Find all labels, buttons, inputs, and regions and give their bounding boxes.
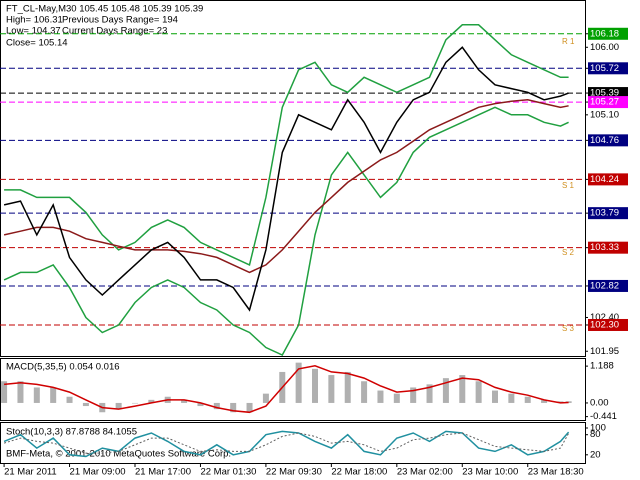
- histogram-bar: [82, 402, 89, 407]
- series-line: [4, 24, 569, 266]
- info-text: High= 106.31: [6, 15, 63, 26]
- histogram-bar: [524, 396, 531, 403]
- chart-title: FT_CL-May,M30 105.45 105.48 105.39 105.3…: [6, 4, 203, 15]
- histogram-bar: [442, 378, 449, 403]
- info-text: Close= 105.14: [6, 38, 68, 49]
- price-label-box: [588, 134, 628, 147]
- histogram-bar: [50, 387, 57, 403]
- x-tick-label: 21 Mar 2011: [4, 467, 57, 478]
- y-tick-label: 102.82: [590, 280, 619, 291]
- info-text: Previous Days Range= 194: [62, 15, 178, 26]
- histogram-bar: [295, 362, 302, 403]
- info-text: Current Days Range= 23: [62, 26, 167, 37]
- price-label-box: [588, 241, 628, 254]
- y-tick-label: 103.33: [590, 242, 619, 253]
- histogram-bar: [312, 368, 318, 403]
- x-tick-label: 22 Mar 01:30: [200, 467, 256, 478]
- series-line: [3, 106, 569, 356]
- y-tick-label: 80: [590, 429, 601, 440]
- histogram-bar: [132, 402, 138, 404]
- histogram-bar: [148, 399, 155, 403]
- series-line: [4, 365, 569, 414]
- series-line: [3, 46, 569, 312]
- y-tick-label: 0.00: [590, 397, 609, 408]
- price-label-box: [588, 27, 628, 40]
- histogram-bar: [230, 402, 237, 413]
- histogram-bar: [377, 390, 384, 403]
- y-tick-label: 106.00: [590, 42, 619, 53]
- price-label-box: [588, 87, 628, 100]
- copyright: BMF-Meta, © 2001-2010 MetaQuotes Softwar…: [6, 449, 231, 460]
- histogram-bar: [197, 402, 204, 407]
- histogram-bar: [393, 393, 400, 403]
- info-text: Low= 104.37: [6, 26, 61, 37]
- x-tick-label: 22 Mar 09:30: [266, 467, 322, 478]
- x-tick-label: 23 Mar 02:00: [397, 467, 453, 478]
- histogram-bar: [361, 381, 368, 403]
- histogram-bar: [459, 375, 466, 403]
- x-tick-label: 23 Mar 10:00: [462, 467, 518, 478]
- histogram-bar: [344, 371, 351, 403]
- y-tick-label: 102.40: [590, 312, 619, 323]
- histogram-bar: [1, 381, 8, 403]
- series-line: [3, 432, 570, 454]
- y-tick-label: 105.39: [590, 88, 619, 99]
- y-tick-label: 105.27: [590, 97, 619, 108]
- histogram-bar: [565, 401, 572, 403]
- y-tick-label: 100: [590, 423, 606, 434]
- x-tick-label: 21 Mar 09:00: [70, 467, 126, 478]
- y-tick-label: 105.72: [590, 63, 619, 74]
- x-tick-label: 22 Mar 18:00: [331, 467, 387, 478]
- series-line: [3, 99, 569, 274]
- level-label: S 3: [562, 324, 575, 333]
- macd-title: MACD(5,35,5) 0.054 0.016: [6, 362, 120, 373]
- series-line: [3, 430, 570, 458]
- stoch-title: Stoch(10,3,3) 87.8788 84.1055: [6, 427, 137, 438]
- histogram-bar: [17, 381, 24, 403]
- histogram-bar: [246, 402, 253, 413]
- y-tick-label: 103.79: [590, 208, 619, 219]
- x-tick-label: 23 Mar 18:30: [528, 467, 584, 478]
- x-tick-label: 21 Mar 17:00: [135, 467, 191, 478]
- main-frame: [0, 0, 586, 357]
- y-tick-label: 105.10: [590, 109, 619, 120]
- price-label-box: [588, 207, 628, 220]
- y-tick-label: 102.30: [590, 319, 619, 330]
- price-label-box: [588, 173, 628, 186]
- histogram-bar: [426, 384, 433, 403]
- level-label: R 1: [562, 37, 575, 46]
- histogram-bar: [541, 399, 548, 403]
- histogram-bar: [181, 399, 188, 403]
- histogram-bar: [213, 402, 220, 410]
- histogram-bar: [66, 396, 73, 403]
- price-label-box: [588, 279, 628, 292]
- y-tick-label: -0.441: [590, 411, 617, 422]
- y-tick-label: 20: [590, 449, 601, 460]
- price-label-box: [588, 96, 628, 109]
- histogram-bar: [328, 375, 335, 403]
- histogram-bar: [508, 393, 515, 403]
- histogram-bar: [410, 387, 417, 403]
- stoch-frame: [0, 422, 586, 464]
- y-tick-label: 104.76: [590, 135, 619, 146]
- y-tick-label: 106.18: [590, 28, 619, 39]
- level-label: S 2: [562, 248, 575, 257]
- histogram-bar: [33, 387, 40, 403]
- y-tick-label: 1.188: [590, 361, 614, 372]
- y-tick-label: 104.24: [590, 174, 619, 185]
- price-label-box: [588, 318, 628, 331]
- histogram-bar: [262, 393, 269, 403]
- histogram-bar: [475, 381, 482, 403]
- histogram-bar: [492, 390, 498, 403]
- macd-frame: [0, 358, 586, 421]
- price-label-box: [588, 62, 628, 75]
- histogram-bar: [115, 402, 122, 410]
- y-tick-label: 101.95: [590, 346, 619, 357]
- level-label: S 1: [562, 181, 575, 190]
